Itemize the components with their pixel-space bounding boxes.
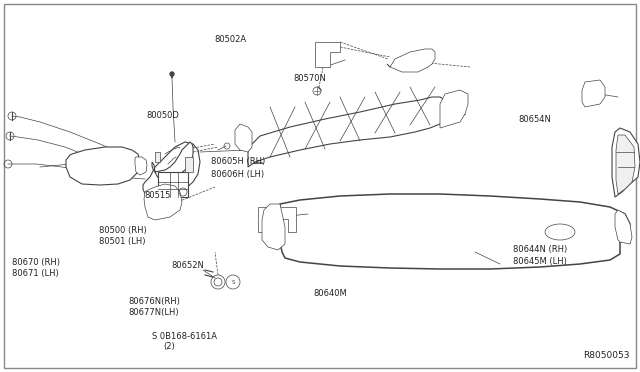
Text: 80502A: 80502A xyxy=(214,35,246,44)
Polygon shape xyxy=(258,207,296,232)
Text: R8050053: R8050053 xyxy=(584,351,630,360)
Polygon shape xyxy=(612,128,640,197)
Polygon shape xyxy=(616,135,635,194)
Polygon shape xyxy=(387,49,435,72)
Polygon shape xyxy=(248,97,448,167)
Text: 80644N (RH): 80644N (RH) xyxy=(513,245,568,254)
Polygon shape xyxy=(262,204,285,250)
Text: 80676N(RH): 80676N(RH) xyxy=(128,297,180,306)
Text: 80677N(LH): 80677N(LH) xyxy=(128,308,179,317)
Text: 80640M: 80640M xyxy=(314,289,348,298)
Text: 80652N: 80652N xyxy=(172,262,204,270)
Text: 80671 (LH): 80671 (LH) xyxy=(12,269,58,278)
Polygon shape xyxy=(144,184,182,220)
Text: 80605H (RH): 80605H (RH) xyxy=(211,157,266,166)
Circle shape xyxy=(170,72,174,76)
Text: (2): (2) xyxy=(163,342,175,351)
Polygon shape xyxy=(155,152,160,162)
Text: 80501 (LH): 80501 (LH) xyxy=(99,237,146,246)
Text: S 0B168-6161A: S 0B168-6161A xyxy=(152,332,218,341)
Polygon shape xyxy=(615,210,632,244)
Polygon shape xyxy=(582,80,605,107)
Text: 80670 (RH): 80670 (RH) xyxy=(12,258,60,267)
Polygon shape xyxy=(66,147,140,185)
Polygon shape xyxy=(440,90,468,128)
Polygon shape xyxy=(158,172,188,197)
Text: 80515: 80515 xyxy=(144,191,170,200)
Text: S: S xyxy=(231,279,235,285)
Polygon shape xyxy=(280,194,630,269)
Text: 80500 (RH): 80500 (RH) xyxy=(99,226,147,235)
Text: 80606H (LH): 80606H (LH) xyxy=(211,170,264,179)
Polygon shape xyxy=(315,42,340,67)
Polygon shape xyxy=(185,157,193,172)
Text: 80645M (LH): 80645M (LH) xyxy=(513,257,567,266)
Polygon shape xyxy=(152,142,193,182)
Polygon shape xyxy=(135,157,147,175)
Text: 80570N: 80570N xyxy=(293,74,326,83)
Text: 80050D: 80050D xyxy=(146,111,179,120)
Text: 80654N: 80654N xyxy=(518,115,551,124)
Polygon shape xyxy=(235,124,252,152)
